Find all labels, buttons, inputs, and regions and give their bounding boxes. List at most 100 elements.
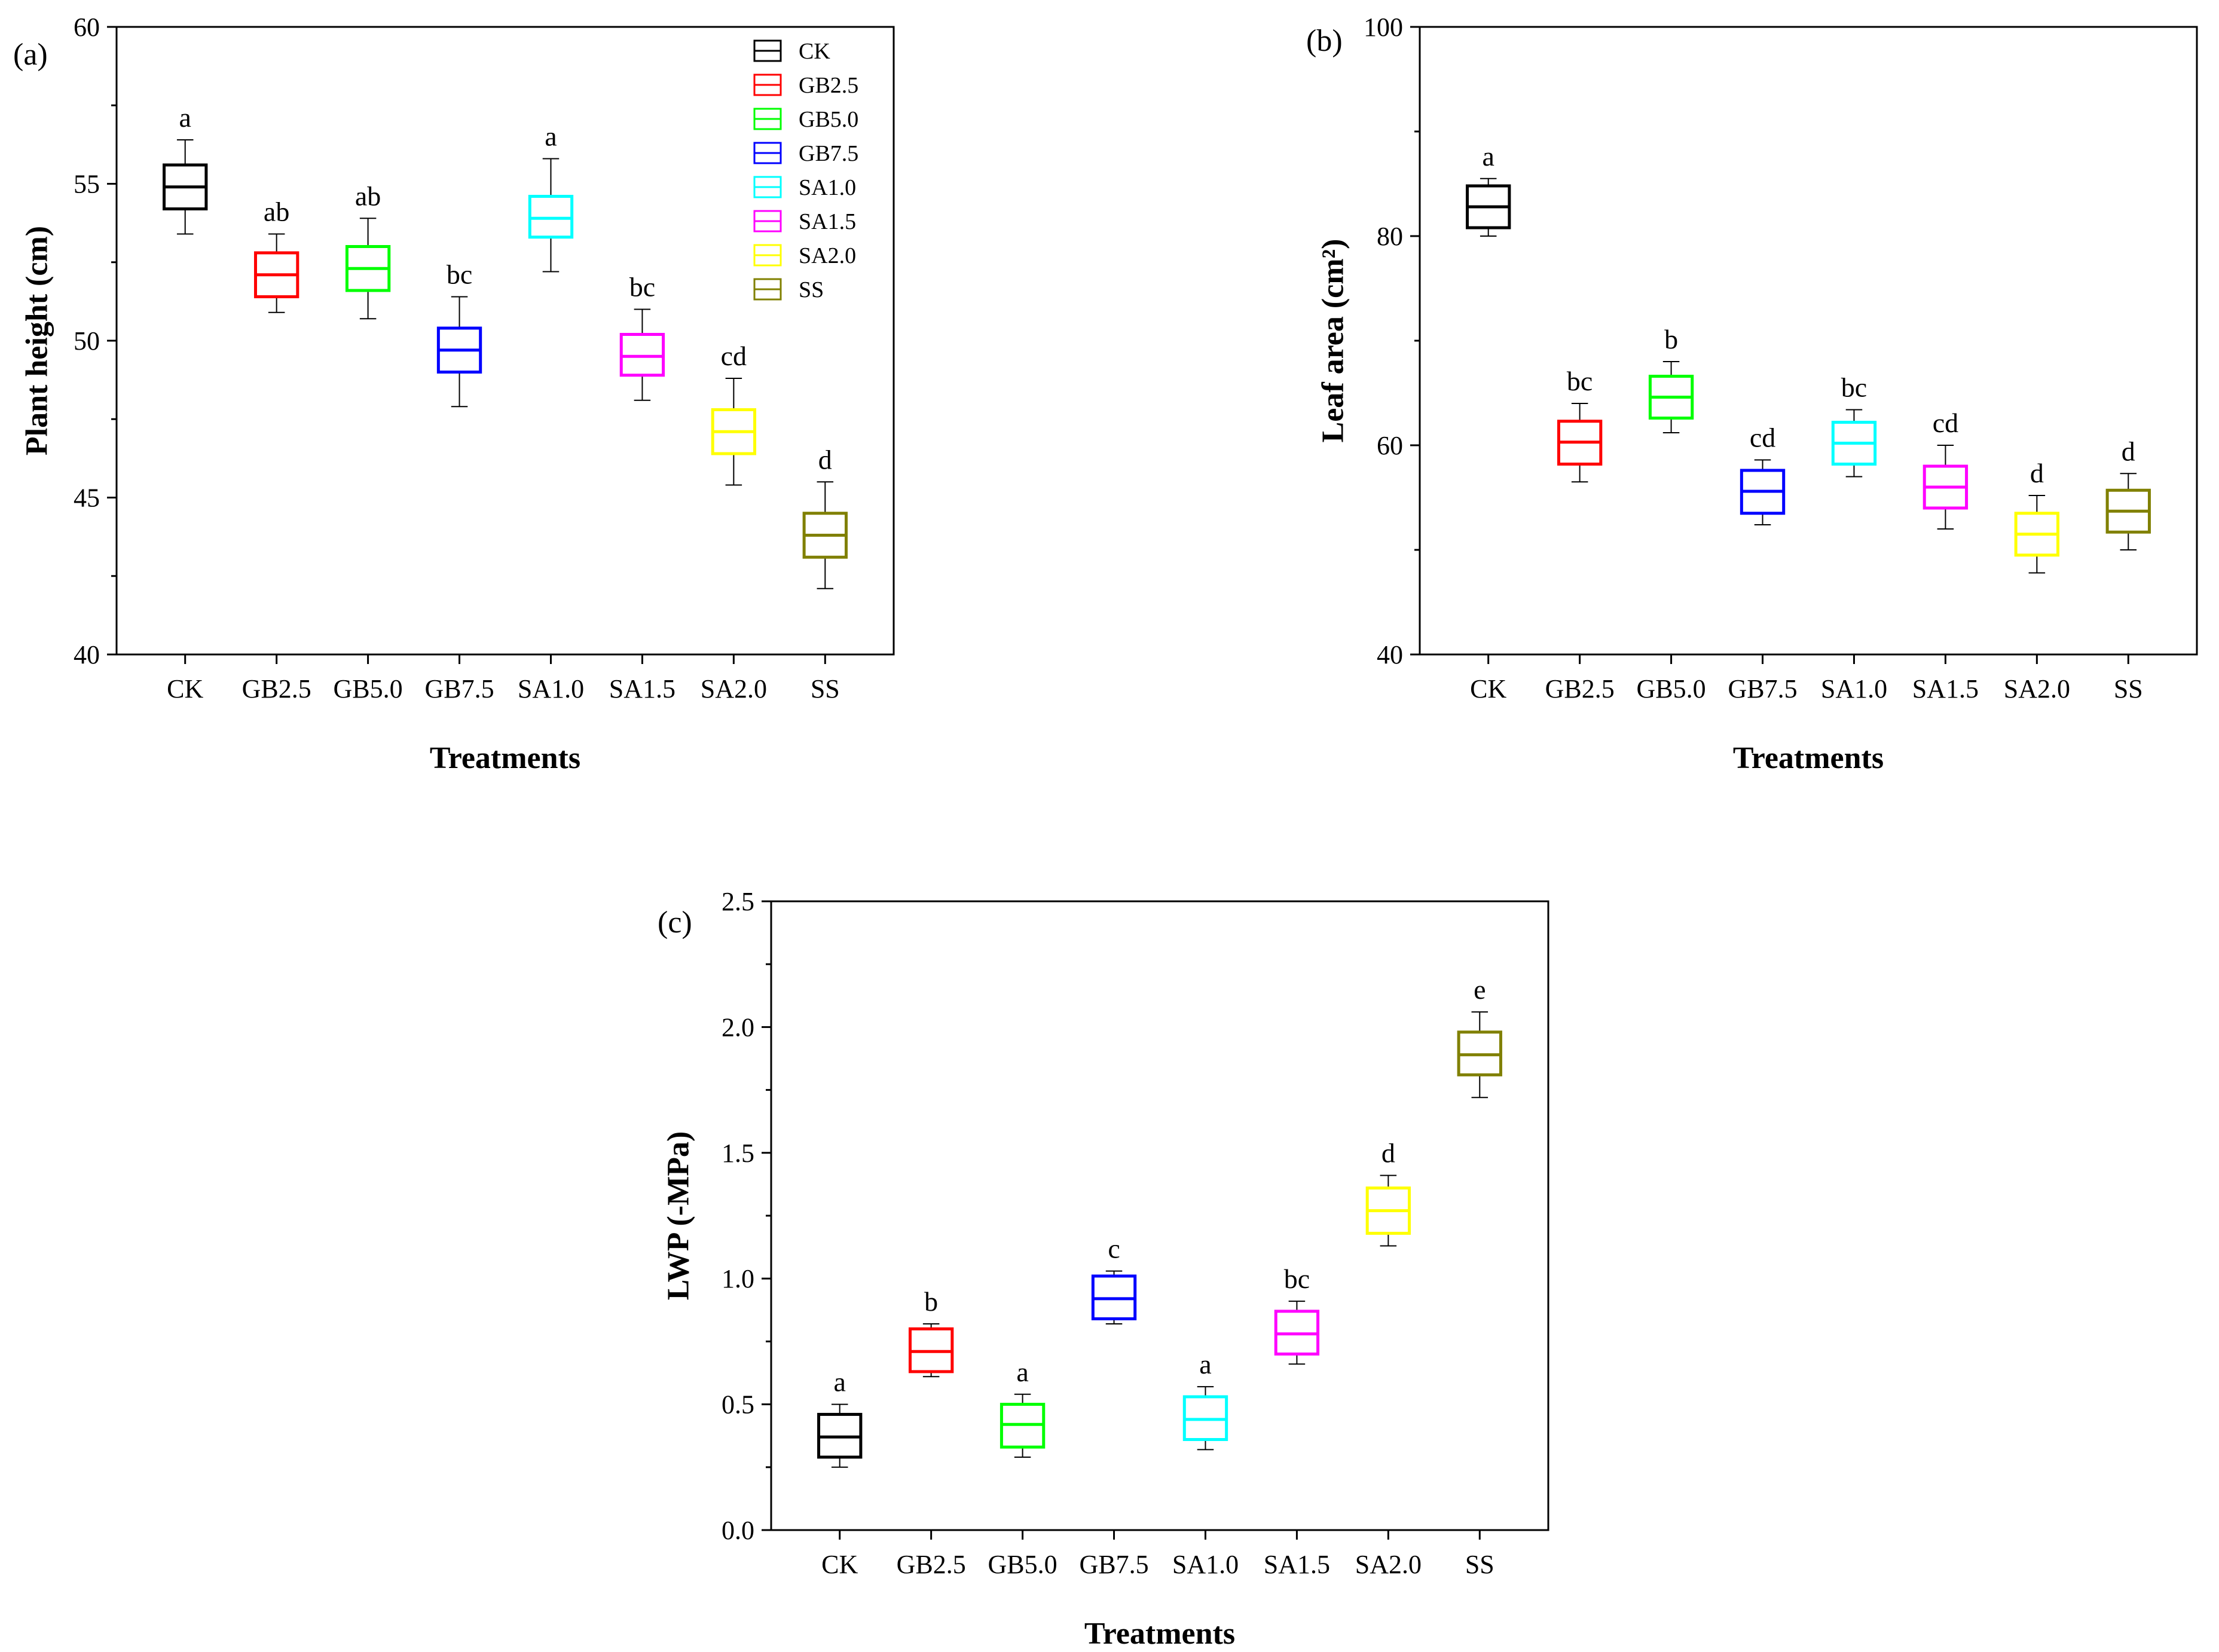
significance-letter: b xyxy=(1664,324,1678,354)
y-tick-label: 40 xyxy=(1377,640,1403,669)
box-sa2-0: d xyxy=(1365,1138,1411,1247)
box-ck: a xyxy=(1466,141,1511,237)
box-ss: d xyxy=(2105,436,2151,550)
box-ck: a xyxy=(163,102,208,235)
y-tick-label: 2.0 xyxy=(722,1012,754,1042)
panel-a: 40 45 50 55 60 CK GB2.5 GB5.0 GB7.5 SA1.0 SA1.5 SA2… xyxy=(13,13,895,775)
panel-c: 0.0 0.5 1.0 1.5 2.0 2.5 CK GB2.5 GB5.0 GB7.5 SA1.0… xyxy=(658,887,1549,1651)
legend-entry-ck: CK xyxy=(753,39,830,64)
box-sa1-0: bc xyxy=(1831,372,1877,478)
legend-label: SA1.0 xyxy=(799,175,856,200)
x-tick-label: SA1.0 xyxy=(1172,1550,1239,1579)
significance-letter: a xyxy=(1199,1349,1211,1379)
significance-letter: ab xyxy=(264,197,289,227)
box-gb5-0: a xyxy=(1000,1357,1046,1458)
box-iqr xyxy=(528,195,574,239)
legend-entry-gb2-5: GB2.5 xyxy=(753,73,858,98)
x-tick-label: SA1.0 xyxy=(518,674,584,703)
y-tick-label: 50 xyxy=(74,326,100,356)
x-tick-label: GB5.0 xyxy=(988,1550,1057,1579)
x-tick-label: GB2.5 xyxy=(897,1550,966,1579)
y-axis-title: Plant height (cm) xyxy=(20,226,54,455)
box-gb5-0: ab xyxy=(345,181,391,320)
significance-letter: b xyxy=(924,1286,938,1317)
plot-frame xyxy=(770,900,1549,1531)
box-sa2-0: d xyxy=(2014,458,2060,574)
legend-label: SS xyxy=(799,277,824,302)
y-tick-label: 1.5 xyxy=(722,1139,754,1168)
legend-entry-sa1-0: SA1.0 xyxy=(753,175,856,200)
x-tick-label: SS xyxy=(2114,674,2143,703)
y-tick-label: 2.5 xyxy=(722,887,754,916)
x-tick-label: SA2.0 xyxy=(2004,674,2070,703)
x-tick-label: GB2.5 xyxy=(242,674,311,703)
x-tick-label: SA1.0 xyxy=(1821,674,1887,703)
y-axis-title: Leaf area (cm²) xyxy=(1316,239,1350,443)
y-tick-label: 80 xyxy=(1377,222,1403,251)
x-tick-label: CK xyxy=(821,1550,858,1579)
y-tick-label: 60 xyxy=(74,13,100,42)
significance-letter: bc xyxy=(447,259,472,290)
significance-letter: d xyxy=(2030,458,2044,488)
significance-letter: e xyxy=(1474,974,1486,1005)
x-tick-label: CK xyxy=(1470,674,1506,703)
significance-letter: d xyxy=(2122,436,2135,466)
significance-letter: a xyxy=(1482,141,1494,172)
panel-label: (b) xyxy=(1306,24,1343,58)
x-tick-label: SA2.0 xyxy=(701,674,767,703)
significance-letter: c xyxy=(1108,1234,1120,1264)
significance-letter: a xyxy=(1016,1357,1028,1387)
legend-entry-sa2-0: SA2.0 xyxy=(753,243,856,268)
box-sa1-5: cd xyxy=(1922,408,1969,530)
panel-label: (c) xyxy=(658,905,692,940)
significance-letter: a xyxy=(545,121,557,152)
box-sa2-0: cd xyxy=(711,341,757,486)
box-gb2-5: bc xyxy=(1557,366,1603,483)
y-tick-label: 1.0 xyxy=(722,1264,754,1293)
legend-entry-gb5-0: GB5.0 xyxy=(753,107,858,132)
legend-label: SA2.0 xyxy=(799,243,856,268)
x-tick-label: GB7.5 xyxy=(1079,1550,1148,1579)
box-gb7-5: cd xyxy=(1740,423,1786,525)
legend-entry-ss: SS xyxy=(753,277,824,302)
panel-label: (a) xyxy=(13,38,48,72)
y-tick-label: 45 xyxy=(74,484,100,513)
legend-label: GB5.0 xyxy=(799,107,858,132)
significance-letter: bc xyxy=(629,272,655,302)
y-tick-label: 60 xyxy=(1377,431,1403,460)
box-sa1-5: bc xyxy=(619,272,665,401)
significance-letter: cd xyxy=(1750,423,1775,453)
box-gb7-5: c xyxy=(1091,1234,1137,1324)
x-tick-label: GB5.0 xyxy=(1637,674,1706,703)
plot-frame xyxy=(1419,26,2198,656)
y-tick-label: 0.0 xyxy=(722,1516,754,1545)
x-tick-label: GB5.0 xyxy=(334,674,403,703)
y-tick-label: 100 xyxy=(1364,13,1403,42)
x-tick-label: SS xyxy=(811,674,840,703)
significance-letter: bc xyxy=(1567,366,1593,396)
legend-label: GB7.5 xyxy=(799,141,858,166)
x-tick-label: GB2.5 xyxy=(1545,674,1615,703)
x-tick-label: SA1.5 xyxy=(1264,1550,1330,1579)
x-tick-label: CK xyxy=(167,674,203,703)
significance-letter: ab xyxy=(355,181,381,211)
y-axis-title: LWP (-MPa) xyxy=(662,1131,696,1301)
box-ss: d xyxy=(802,444,848,589)
x-tick-label: SS xyxy=(1465,1550,1494,1579)
x-tick-label: SA1.5 xyxy=(609,674,676,703)
box-iqr xyxy=(619,333,665,377)
x-axis-title: Treatments xyxy=(1084,1617,1235,1651)
significance-letter: d xyxy=(1381,1138,1395,1168)
x-tick-label: SA2.0 xyxy=(1355,1550,1422,1579)
box-ck: a xyxy=(817,1367,863,1468)
box-sa1-5: bc xyxy=(1274,1264,1320,1365)
legend-label: GB2.5 xyxy=(799,73,858,98)
x-axis-title: Treatments xyxy=(1733,741,1884,775)
significance-letter: bc xyxy=(1284,1264,1310,1294)
x-tick-label: GB7.5 xyxy=(424,674,494,703)
x-axis-title: Treatments xyxy=(430,741,580,775)
y-tick-label: 0.5 xyxy=(722,1390,754,1420)
panel-b: 40 60 80 100 CK GB2.5 GB5.0 GB7.5 SA1.0 SA1.5 SA2.… xyxy=(1306,13,2198,775)
legend-entry-sa1-5: SA1.5 xyxy=(753,209,856,234)
